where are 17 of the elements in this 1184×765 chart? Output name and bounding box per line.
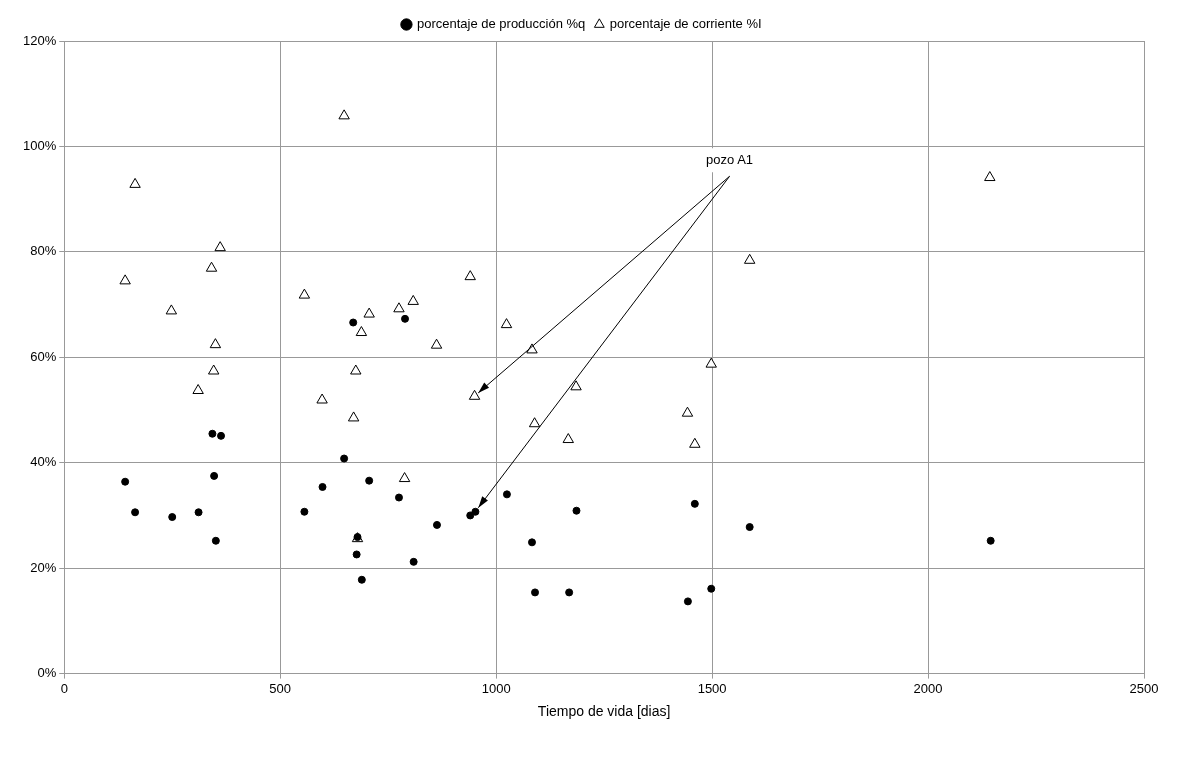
x-tick-label: 0 xyxy=(60,680,68,696)
x-tick-label: 1500 xyxy=(697,680,727,696)
y-tick-label: 120% xyxy=(23,32,57,48)
annotation: pozo A1 xyxy=(706,151,754,167)
y-tick-label: 40% xyxy=(30,454,57,470)
x-tick-label: 2500 xyxy=(1129,680,1159,696)
x-tick-label: 1000 xyxy=(481,680,511,696)
legend-label: porcentaje de producción %q xyxy=(416,16,586,32)
y-tick-label: 0% xyxy=(37,665,57,681)
y-tick-label: 100% xyxy=(23,138,57,154)
x-tick-label: 500 xyxy=(269,680,292,696)
y-tick-label: 80% xyxy=(30,243,57,259)
x-tick-label: 2000 xyxy=(913,680,943,696)
y-tick-label: 20% xyxy=(30,559,57,575)
y-tick-label: 60% xyxy=(30,348,57,364)
legend-label: porcentaje de corriente %I xyxy=(609,16,762,32)
x-axis-title: Tiempo de vida [dias] xyxy=(537,703,671,720)
